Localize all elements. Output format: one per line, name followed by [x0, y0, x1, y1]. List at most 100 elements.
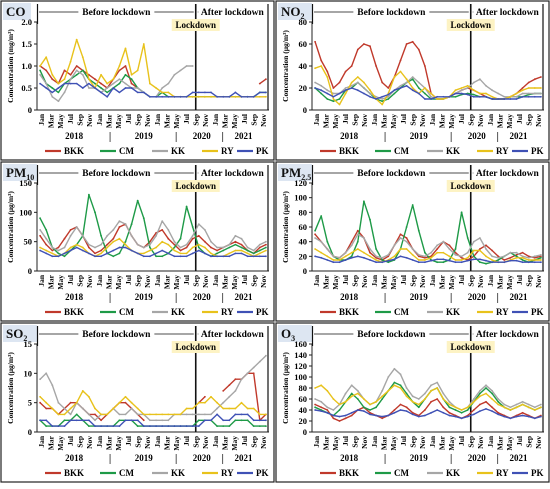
data-point-RY [130, 73, 133, 76]
data-point-BKK [314, 403, 316, 406]
data-point-PK [210, 419, 212, 422]
data-point-PK [466, 259, 469, 262]
month-tick-label: Sep [351, 114, 360, 126]
data-point-PK [45, 87, 48, 89]
data-point-PK [45, 252, 48, 255]
month-tick-label: Jul [182, 114, 191, 124]
data-point-KK [436, 381, 439, 384]
data-point-KK [63, 246, 66, 249]
year-label: 2021 [509, 453, 527, 463]
data-point-CM [326, 98, 329, 100]
data-point-CM [124, 73, 127, 76]
data-point-KK [387, 95, 390, 98]
data-point-PK [515, 98, 518, 100]
data-point-PK [350, 87, 353, 89]
data-point-RY [45, 401, 48, 404]
data-point-BKK [118, 226, 121, 228]
data-point-KK [88, 413, 90, 416]
y-tick-label: 120 [294, 178, 307, 188]
data-point-PK [100, 255, 102, 258]
data-point-KK [527, 256, 530, 259]
month-tick-label: Sep [525, 436, 534, 448]
data-point-CM [350, 255, 353, 258]
data-point-BKK [472, 409, 475, 411]
data-point-RY [381, 395, 384, 398]
month-tick-label: Mar [105, 435, 114, 450]
data-point-RY [509, 409, 512, 411]
data-point-CM [485, 387, 487, 389]
data-point-RY [399, 387, 402, 389]
data-point-PK [314, 255, 316, 258]
data-point-RY [39, 65, 41, 67]
before-label-bg [353, 327, 430, 340]
data-point-RY [424, 87, 426, 89]
data-point-RY [411, 87, 414, 89]
data-point-CM [136, 199, 139, 202]
data-point-KK [228, 395, 231, 398]
data-point-KK [81, 407, 84, 410]
month-tick-label: Jul [124, 114, 133, 124]
data-point-KK [210, 413, 212, 416]
legend-label-RY: RY [221, 468, 234, 478]
data-point-KK [430, 251, 432, 254]
series-line-KK [39, 355, 267, 421]
title-tag [3, 3, 31, 20]
data-point-BKK [424, 409, 426, 411]
data-point-KK [179, 246, 182, 249]
data-point-PK [173, 95, 176, 98]
month-tick-label: May [447, 114, 456, 129]
data-point-KK [252, 366, 255, 369]
data-point-PK [479, 258, 481, 261]
data-point-PK [430, 259, 432, 262]
data-point-KK [430, 384, 432, 387]
data-point-KK [521, 400, 524, 403]
month-tick-label: Sep [76, 436, 85, 448]
data-point-RY [509, 95, 512, 98]
month-tick-label: May [172, 275, 181, 290]
data-point-RY [350, 251, 353, 254]
data-point-PK [491, 410, 493, 412]
series-line-RY [39, 390, 266, 416]
y-tick-label: 2.0 [21, 17, 32, 27]
data-point-RY [393, 384, 396, 387]
legend-label-PK: PK [256, 468, 269, 478]
data-point-KK [265, 240, 267, 243]
month-tick-label: May [114, 275, 123, 290]
data-point-PK [314, 409, 316, 411]
y-axis-label: Concentration (µg/m³) [6, 352, 15, 424]
data-point-RY [149, 413, 151, 416]
data-point-RY [350, 81, 353, 84]
data-point-KK [94, 246, 96, 249]
data-point-PK [369, 95, 371, 98]
data-point-PK [466, 415, 469, 418]
data-point-RY [161, 240, 164, 243]
data-point-KK [252, 249, 255, 252]
data-point-PK [75, 246, 78, 249]
data-point-CM [381, 398, 384, 400]
data-point-PK [399, 255, 402, 258]
data-point-RY [424, 259, 426, 261]
data-point-KK [356, 233, 359, 236]
data-point-PK [252, 419, 255, 422]
y-tick-label: 20 [299, 83, 308, 93]
data-point-RY [393, 76, 396, 78]
data-point-RY [369, 403, 371, 406]
data-point-PK [258, 91, 261, 94]
year-label: 2020 [468, 131, 487, 141]
data-point-RY [185, 407, 188, 410]
data-point-PK [320, 410, 323, 412]
month-tick-label: Jul [457, 275, 466, 285]
data-point-BKK [381, 81, 384, 84]
month-tick-label: Mar [322, 274, 331, 289]
data-point-BKK [75, 65, 78, 67]
data-point-PK [118, 91, 121, 94]
data-point-PK [521, 95, 524, 98]
data-point-KK [430, 95, 432, 98]
month-tick-label: Jan [95, 274, 104, 287]
data-point-KK [94, 419, 96, 422]
month-tick-label: May [505, 436, 514, 451]
legend-label-CM: CM [394, 146, 409, 156]
y-tick-label: 15 [24, 339, 33, 349]
data-point-RY [521, 89, 524, 92]
data-point-KK [356, 389, 359, 392]
